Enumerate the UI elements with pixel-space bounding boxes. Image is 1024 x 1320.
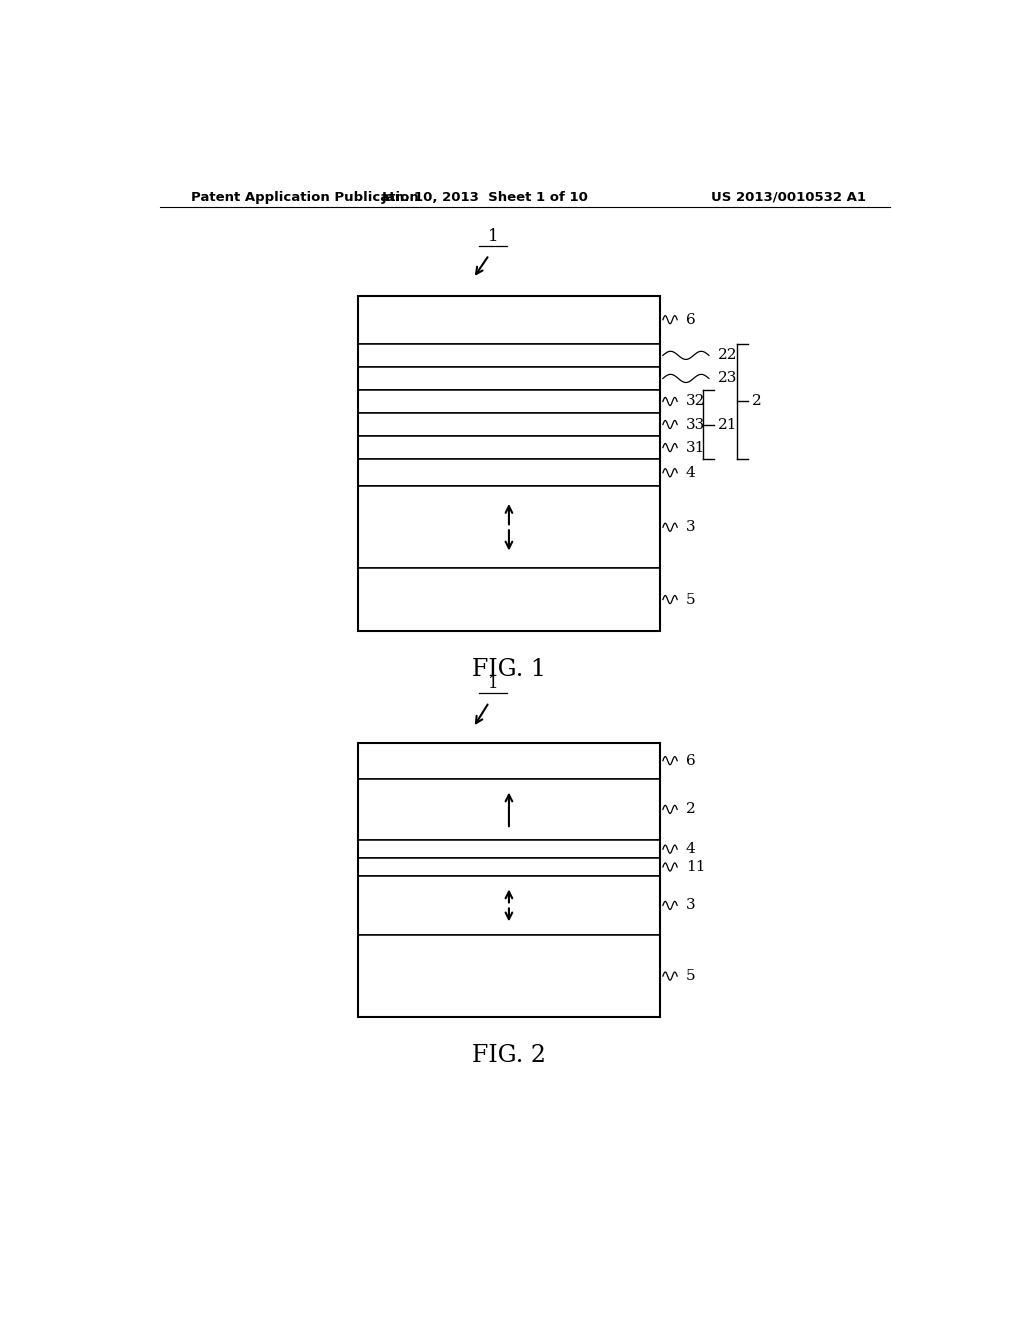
Text: 1: 1 (487, 228, 499, 244)
Text: 3: 3 (686, 899, 695, 912)
Bar (358, 296, 659, 631)
Text: 3: 3 (686, 520, 695, 535)
Text: 5: 5 (686, 969, 695, 983)
Bar (358, 459, 659, 486)
Text: 4: 4 (686, 842, 695, 857)
Bar (358, 876, 659, 935)
Bar (358, 436, 659, 459)
Bar (358, 743, 659, 1018)
Text: 6: 6 (686, 313, 695, 327)
Text: 33: 33 (686, 417, 706, 432)
Bar (358, 568, 659, 631)
Text: 1: 1 (487, 675, 499, 692)
Text: 11: 11 (686, 861, 706, 874)
Bar (358, 841, 659, 858)
Bar (358, 389, 659, 413)
Bar (358, 367, 659, 389)
Text: Patent Application Publication: Patent Application Publication (191, 190, 419, 203)
Text: 23: 23 (718, 371, 737, 385)
Bar (358, 779, 659, 841)
Bar (358, 935, 659, 1018)
Text: 22: 22 (718, 348, 737, 363)
Bar (358, 296, 659, 343)
Text: 4: 4 (686, 466, 695, 479)
Text: Jan. 10, 2013  Sheet 1 of 10: Jan. 10, 2013 Sheet 1 of 10 (382, 190, 589, 203)
Bar (358, 743, 659, 779)
Text: 6: 6 (686, 754, 695, 768)
Bar (358, 413, 659, 436)
Text: 5: 5 (686, 593, 695, 607)
Text: 21: 21 (718, 417, 737, 432)
Text: US 2013/0010532 A1: US 2013/0010532 A1 (711, 190, 866, 203)
Bar (358, 858, 659, 876)
Text: FIG. 2: FIG. 2 (472, 1044, 546, 1068)
Bar (358, 486, 659, 568)
Text: 2: 2 (686, 803, 695, 816)
Text: FIG. 1: FIG. 1 (472, 659, 546, 681)
Bar (358, 343, 659, 367)
Text: 31: 31 (686, 441, 706, 454)
Text: 2: 2 (752, 395, 762, 408)
Text: 32: 32 (686, 395, 706, 408)
